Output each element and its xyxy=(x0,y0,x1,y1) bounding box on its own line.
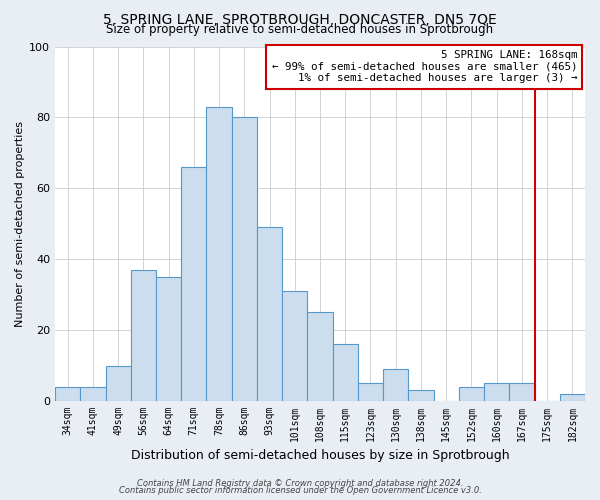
Bar xyxy=(332,344,358,401)
Bar xyxy=(156,277,181,401)
Bar xyxy=(181,167,206,401)
Bar xyxy=(257,228,282,401)
Bar xyxy=(560,394,585,401)
Text: 5, SPRING LANE, SPROTBROUGH, DONCASTER, DN5 7QE: 5, SPRING LANE, SPROTBROUGH, DONCASTER, … xyxy=(103,12,497,26)
Bar xyxy=(232,118,257,401)
Bar xyxy=(206,107,232,401)
Bar xyxy=(484,384,509,401)
Bar xyxy=(409,390,434,401)
Bar xyxy=(307,312,332,401)
Bar xyxy=(282,291,307,401)
Bar xyxy=(131,270,156,401)
Y-axis label: Number of semi-detached properties: Number of semi-detached properties xyxy=(15,121,25,327)
Bar xyxy=(80,387,106,401)
Bar xyxy=(383,369,409,401)
Bar xyxy=(358,384,383,401)
X-axis label: Distribution of semi-detached houses by size in Sprotbrough: Distribution of semi-detached houses by … xyxy=(131,450,509,462)
Bar xyxy=(459,387,484,401)
Text: Contains public sector information licensed under the Open Government Licence v3: Contains public sector information licen… xyxy=(119,486,481,495)
Bar xyxy=(509,384,535,401)
Text: Size of property relative to semi-detached houses in Sprotbrough: Size of property relative to semi-detach… xyxy=(106,24,494,36)
Text: Contains HM Land Registry data © Crown copyright and database right 2024.: Contains HM Land Registry data © Crown c… xyxy=(137,478,463,488)
Bar xyxy=(55,387,80,401)
Text: 5 SPRING LANE: 168sqm
← 99% of semi-detached houses are smaller (465)
1% of semi: 5 SPRING LANE: 168sqm ← 99% of semi-deta… xyxy=(272,50,577,83)
Bar xyxy=(106,366,131,401)
